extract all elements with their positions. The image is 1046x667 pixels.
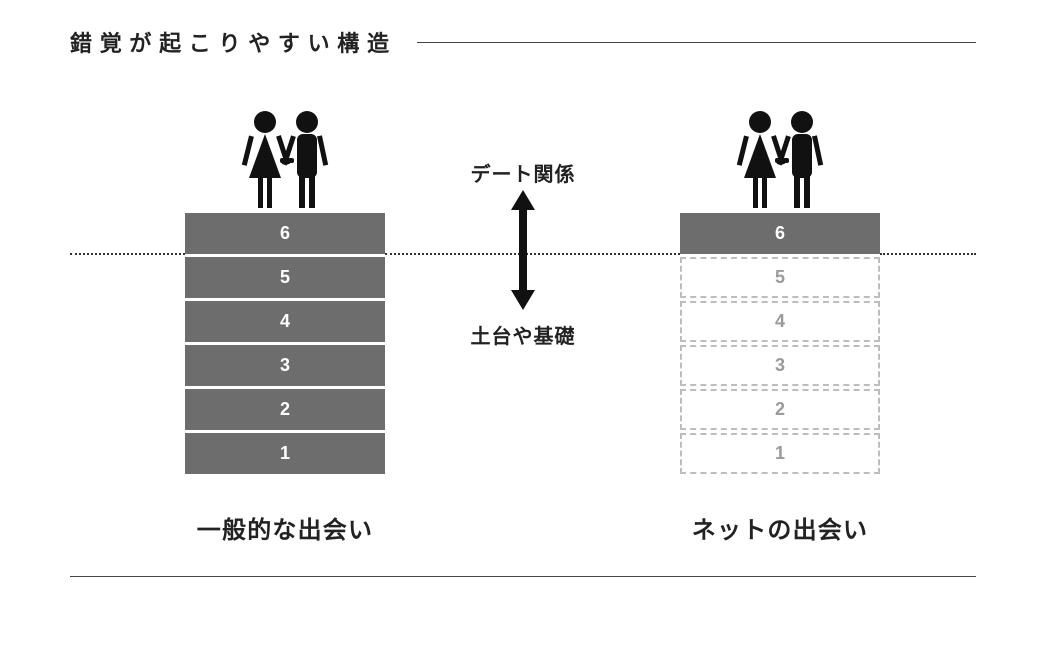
mid-bottom-label: 土台や基礎	[433, 320, 613, 349]
couple-svg	[720, 108, 840, 208]
right-block-3: 3	[680, 345, 880, 386]
block-label: 4	[280, 311, 290, 332]
block-label: 5	[775, 267, 785, 288]
right-stack: 6 5 4 3 2 1	[680, 210, 880, 474]
double-arrow-icon	[503, 190, 543, 310]
block-label: 1	[280, 443, 290, 464]
title-row: 錯覚が起こりやすい構造	[70, 26, 976, 58]
page-title: 錯覚が起こりやすい構造	[70, 26, 397, 58]
block-label: 3	[775, 355, 785, 376]
block-label: 2	[280, 399, 290, 420]
block-label: 2	[775, 399, 785, 420]
right-block-1: 1	[680, 433, 880, 474]
right-block-4: 4	[680, 301, 880, 342]
page-root: 錯覚が起こりやすい構造	[0, 0, 1046, 667]
right-block-2: 2	[680, 389, 880, 430]
block-label: 6	[775, 223, 785, 244]
block-label: 1	[775, 443, 785, 464]
title-rule	[417, 42, 976, 43]
left-block-2: 2	[185, 389, 385, 430]
left-column-label: 一般的な出会い	[155, 510, 415, 545]
left-stack: 6 5 4 3 2 1	[185, 210, 385, 474]
bottom-rule	[70, 576, 976, 577]
left-block-3: 3	[185, 345, 385, 386]
dotted-line-right	[880, 253, 976, 255]
left-block-6: 6	[185, 213, 385, 254]
block-label: 4	[775, 311, 785, 332]
block-label: 5	[280, 267, 290, 288]
mid-top-label: デート関係	[433, 158, 613, 187]
right-column-label: ネットの出会い	[650, 510, 910, 545]
couple-icon-right	[680, 108, 880, 208]
right-block-6: 6	[680, 213, 880, 254]
block-label: 3	[280, 355, 290, 376]
couple-svg	[225, 108, 345, 208]
dotted-line-left	[70, 253, 185, 255]
left-block-4: 4	[185, 301, 385, 342]
couple-icon-left	[185, 108, 385, 208]
left-block-1: 1	[185, 433, 385, 474]
right-block-5: 5	[680, 257, 880, 298]
block-label: 6	[280, 223, 290, 244]
left-block-5: 5	[185, 257, 385, 298]
